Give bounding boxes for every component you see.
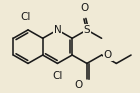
Text: N: N xyxy=(54,25,61,35)
Text: O: O xyxy=(104,50,112,60)
Text: O: O xyxy=(75,80,83,90)
Text: S: S xyxy=(84,25,90,35)
Text: Cl: Cl xyxy=(21,12,31,22)
Text: O: O xyxy=(81,3,89,13)
Text: Cl: Cl xyxy=(52,71,63,81)
